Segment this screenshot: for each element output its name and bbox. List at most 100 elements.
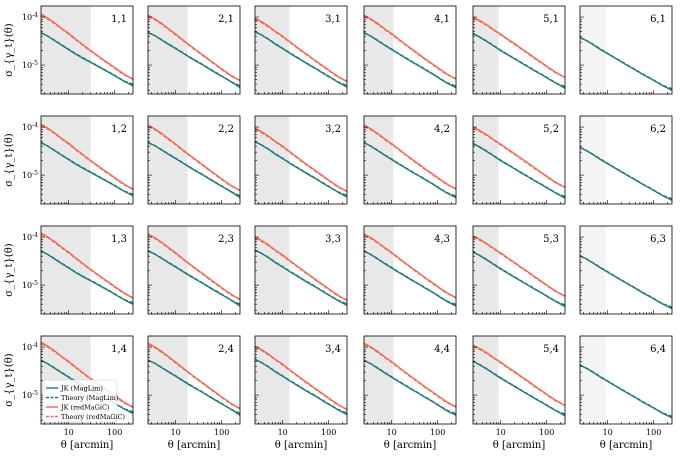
panel-6-1: 6,1 — [579, 5, 673, 95]
redmagic-theory-line — [148, 16, 240, 81]
panel-frame — [363, 5, 457, 95]
panel-1-2: 1,2 10-5 10-4 σ_{γ_t}(θ) — [4, 115, 134, 205]
redmagic-jk-line — [473, 126, 565, 189]
y-tick-label: 10-5 — [22, 60, 38, 70]
panel-2-1: 2,1 — [147, 5, 241, 95]
plot-area — [148, 342, 240, 416]
panel-frame — [254, 225, 348, 315]
plot-area — [473, 235, 565, 308]
plot-area — [580, 146, 672, 201]
plot-area — [473, 344, 565, 417]
bin-label: 2,1 — [218, 14, 234, 25]
bin-label: 6,2 — [650, 124, 666, 135]
panel-frame — [40, 225, 134, 315]
y-tick-label: 10-4 — [22, 122, 38, 132]
plot-area — [255, 17, 347, 88]
maglim-theory-line — [473, 33, 565, 88]
x-axis-label: θ [arcmin] — [275, 440, 328, 451]
panel-frame — [254, 5, 348, 95]
redmagic-theory-line — [148, 126, 240, 191]
panel-frame — [40, 115, 134, 205]
maglim-theory-line — [364, 142, 456, 197]
bin-label: 3,3 — [325, 234, 341, 245]
panel-5-4: 5,4 10 100 θ [arcmin] — [472, 335, 566, 451]
x-tick-label: 100 — [214, 428, 229, 437]
redmagic-theory-line — [364, 126, 456, 190]
maglim-theory-line — [580, 147, 672, 200]
redmagic-theory-line — [364, 344, 456, 408]
plot-area — [255, 236, 347, 306]
bin-label: 6,4 — [650, 344, 666, 355]
maglim-theory-line — [364, 250, 456, 306]
bin-label: 1,4 — [111, 344, 127, 355]
legend: JK (MagLim)Theory (MagLim) JK (redMaGiC)T… — [42, 379, 126, 423]
bin-label: 6,3 — [650, 234, 666, 245]
maglim-theory-line — [148, 142, 240, 197]
scale-cut-region — [473, 226, 499, 314]
x-tick-label: 10 — [278, 428, 288, 437]
plot-area — [148, 233, 240, 307]
x-tick-label: 10 — [496, 428, 506, 437]
panel-2-3: 2,3 — [147, 225, 241, 315]
bin-label: 2,2 — [218, 124, 234, 135]
panel-3-4: 3,4 10 100 θ [arcmin] — [254, 335, 348, 451]
legend-label: Theory (MagLim) — [61, 394, 119, 402]
y-tick-label: 10-5 — [22, 280, 38, 290]
y-tick-label: 10-5 — [22, 390, 38, 400]
y-axis-label: σ_{γ_t}(θ) — [4, 133, 15, 186]
plot-area — [148, 124, 240, 199]
x-axis-label: θ [arcmin] — [168, 440, 221, 451]
panel-2-4: 2,4 10 100 θ [arcmin] — [147, 335, 241, 451]
plot-area — [580, 364, 672, 419]
maglim-theory-line — [148, 250, 240, 305]
plot-area — [364, 233, 456, 307]
maglim-theory-line — [580, 255, 672, 308]
panel-6-4: 6,4 10 100 θ [arcmin] — [579, 335, 673, 451]
legend-label: Theory (redMaGiC) — [61, 413, 126, 421]
bin-label: 5,3 — [543, 234, 559, 245]
panel-4-4: 4,4 10 100 θ [arcmin] — [363, 335, 457, 451]
legend-label: JK (MagLim) — [60, 385, 103, 393]
bin-label: 3,4 — [325, 344, 341, 355]
redmagic-theory-line — [364, 16, 456, 80]
panel-4-2: 4,2 — [363, 115, 457, 205]
panel-6-2: 6,2 — [579, 115, 673, 205]
plot-area — [580, 36, 672, 91]
panel-frame — [147, 5, 241, 95]
maglim-theory-line — [580, 37, 672, 90]
x-tick-label: 100 — [321, 428, 336, 437]
panel-frame — [579, 115, 673, 205]
plot-area — [255, 127, 347, 198]
maglim-theory-line — [41, 32, 133, 85]
x-tick-label: 10 — [603, 428, 613, 437]
redmagic-theory-line — [364, 234, 456, 298]
plot-area — [41, 123, 133, 197]
y-tick-label: 10-4 — [22, 342, 38, 352]
redmagic-jk-line — [473, 235, 565, 297]
panel-frame — [254, 335, 348, 425]
panel-frame — [472, 225, 566, 315]
maglim-theory-line — [41, 250, 133, 304]
maglim-theory-line — [255, 249, 347, 305]
maglim-theory-line — [255, 31, 347, 87]
scale-cut-region — [473, 116, 499, 204]
panel-4-3: 4,3 — [363, 225, 457, 315]
panel-2-2: 2,2 — [147, 115, 241, 205]
maglim-theory-line — [473, 143, 565, 198]
panel-frame — [147, 225, 241, 315]
scale-cut-region — [364, 226, 394, 314]
maglim-theory-line — [580, 364, 672, 417]
redmagic-theory-line — [255, 129, 347, 192]
panel-frame — [472, 335, 566, 425]
plot-area — [364, 14, 456, 89]
redmagic-theory-line — [255, 237, 347, 301]
maglim-theory-line — [148, 32, 240, 87]
panel-1-4: 1,4 10-5 10-4 σ_{γ_t}(θ) 10 100 θ [arcmin] JK (… — [4, 335, 134, 451]
redmagic-theory-line — [255, 347, 347, 410]
maglim-theory-line — [473, 360, 565, 415]
scale-cut-region — [364, 336, 394, 424]
maglim-theory-line — [473, 251, 565, 306]
panel-frame — [363, 225, 457, 315]
panel-frame — [254, 115, 348, 205]
x-axis-label: θ [arcmin] — [493, 440, 546, 451]
